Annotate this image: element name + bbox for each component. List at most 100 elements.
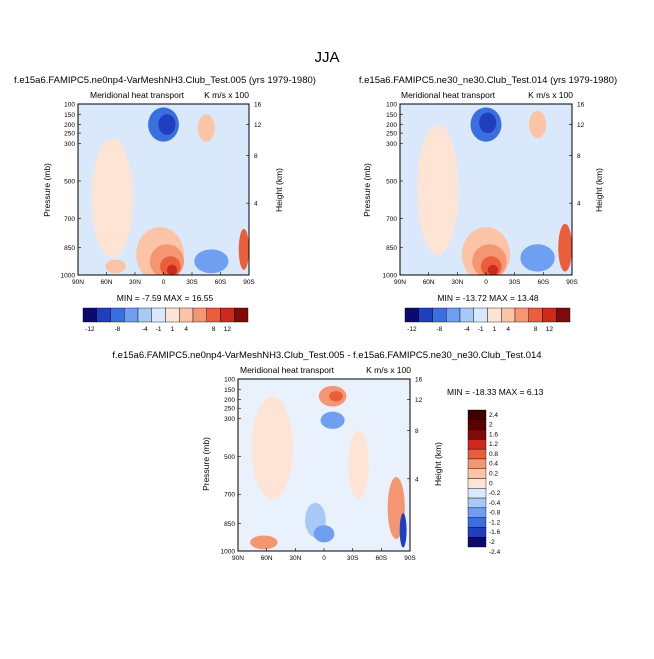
- field-contour: [320, 411, 345, 429]
- x-tick-label: 60N: [261, 555, 273, 562]
- panel-1-subtitle-left: Meridional heat transport: [90, 90, 185, 100]
- colorbar-label: 0: [489, 480, 493, 487]
- panel-3-colorbar: 2.4 2 1.6 1.2 0.8 0.4 0.2 0 -0.2 -0.4 -0.8 -1.2 -1.6…: [467, 409, 501, 556]
- colorbar-swatch: [467, 478, 487, 489]
- y-right-tick-label: 12: [577, 122, 585, 129]
- field-contour: [105, 259, 126, 274]
- x-tick-label: 60S: [215, 279, 227, 286]
- colorbar-swatch: [467, 488, 487, 499]
- y-tick-label: 150: [64, 112, 75, 119]
- colorbar-swatch: [473, 307, 488, 323]
- panel-2-plot-area: 90N 60N 30N 0 30S 60S 90S 100 150 200 250 300 500 700…: [383, 102, 585, 287]
- field-contour: [529, 110, 547, 139]
- y-right-tick-label: 16: [254, 102, 262, 109]
- colorbar-label: 0.4: [489, 461, 498, 468]
- y-tick-label: 200: [386, 122, 397, 129]
- field-contour: [479, 112, 497, 134]
- y-right-tick-label: 16: [577, 102, 585, 109]
- colorbar-label: 4: [506, 326, 510, 333]
- colorbar-label: 1.2: [489, 441, 498, 448]
- x-tick-label: 30S: [509, 279, 521, 286]
- colorbar-swatch: [151, 307, 166, 323]
- colorbar-swatch: [501, 307, 516, 323]
- y-tick-label: 150: [386, 112, 397, 119]
- panel-3-subtitle-right: K m/s x 100: [366, 365, 411, 375]
- colorbar-swatch: [165, 307, 180, 323]
- colorbar-label: 4: [184, 326, 188, 333]
- y-tick-label: 100: [386, 102, 397, 109]
- colorbar-swatch: [234, 307, 249, 323]
- colorbar-label: -0.8: [489, 510, 501, 517]
- field-contour: [558, 223, 572, 272]
- colorbar-swatch: [137, 307, 152, 323]
- colorbar-label: 2: [489, 422, 493, 429]
- colorbar-label: -4: [142, 326, 148, 333]
- colorbar-swatch: [179, 307, 194, 323]
- y-right-tick-label: 8: [577, 153, 581, 160]
- colorbar-swatch: [82, 307, 97, 323]
- field-contour: [197, 114, 215, 142]
- x-tick-label: 90N: [72, 279, 84, 286]
- colorbar-label: 12: [546, 326, 554, 333]
- colorbar-label: 0.2: [489, 471, 498, 478]
- x-tick-label: 0: [484, 279, 488, 286]
- colorbar-swatch: [110, 307, 125, 323]
- y-right-tick-label: 16: [415, 377, 423, 384]
- field-contour: [348, 430, 369, 500]
- colorbar-label: -1.2: [489, 519, 501, 526]
- x-tick-label: 60S: [376, 555, 388, 562]
- colorbar-swatch: [467, 497, 487, 509]
- colorbar-label: 1.6: [489, 431, 498, 438]
- y-tick-label: 1000: [221, 549, 236, 556]
- field-contour: [487, 264, 499, 275]
- field-contour: [158, 114, 176, 135]
- x-tick-label: 90N: [394, 279, 406, 286]
- colorbar-swatch: [459, 307, 474, 323]
- colorbar-swatch: [467, 448, 487, 460]
- field-contour: [520, 244, 555, 272]
- y-tick-label: 150: [224, 387, 235, 394]
- colorbar-label: -1: [156, 326, 162, 333]
- colorbar-label: -1: [478, 326, 484, 333]
- y-tick-label: 250: [64, 131, 75, 138]
- y-tick-label: 300: [224, 416, 235, 423]
- y-tick-label: 300: [64, 141, 75, 148]
- panel-1-ylabel: Pressure (mb): [42, 163, 52, 217]
- y-right-tick-label: 4: [577, 201, 581, 208]
- panel-3-field: [238, 379, 410, 551]
- panel-1-field: [78, 104, 249, 275]
- field-contour: [313, 525, 335, 543]
- panel-2-colorbar: -12 -8 -4 -1 1 4 8 12: [404, 307, 571, 333]
- panel-2-subtitle-right: K m/s x 100: [528, 90, 573, 100]
- x-tick-label: 0: [322, 555, 326, 562]
- colorbar-swatch: [467, 429, 487, 440]
- colorbar-swatch: [467, 507, 487, 518]
- colorbar-swatch: [404, 307, 419, 323]
- y-tick-label: 700: [224, 492, 235, 499]
- colorbar-swatch: [487, 307, 502, 323]
- panel-1-colorbar: -12 -8 -4 -1 1 4 8 12: [82, 307, 249, 333]
- colorbar-swatch: [514, 307, 529, 323]
- x-tick-label: 90N: [232, 555, 244, 562]
- field-contour: [194, 249, 229, 274]
- colorbar-label: 12: [224, 326, 232, 333]
- colorbar-swatch: [467, 537, 487, 548]
- colorbar-swatch: [542, 307, 557, 323]
- panel-2-ylabel: Pressure (mb): [362, 163, 372, 217]
- colorbar-swatch: [124, 307, 139, 323]
- x-tick-label: 30N: [451, 279, 463, 286]
- colorbar-swatch: [220, 307, 235, 323]
- y-tick-label: 1000: [61, 273, 76, 280]
- colorbar-label: -12: [407, 326, 417, 333]
- panel-2-title: f.e15a6.FAMIPC5.ne30_ne30.Club_Test.014 …: [359, 75, 617, 86]
- figure-title: JJA: [314, 49, 339, 66]
- panel-2-field: [400, 104, 572, 275]
- colorbar-label: -0.2: [489, 490, 501, 497]
- colorbar-label: 8: [534, 326, 538, 333]
- panel-1-title: f.e15a6.FAMIPC5.ne0np4-VarMeshNH3.Club_T…: [14, 75, 316, 86]
- y-right-tick-label: 4: [415, 476, 419, 483]
- x-tick-label: 90S: [243, 279, 255, 286]
- field-contour: [250, 535, 278, 550]
- panel-3-ylabel-right: Height (km): [433, 442, 443, 486]
